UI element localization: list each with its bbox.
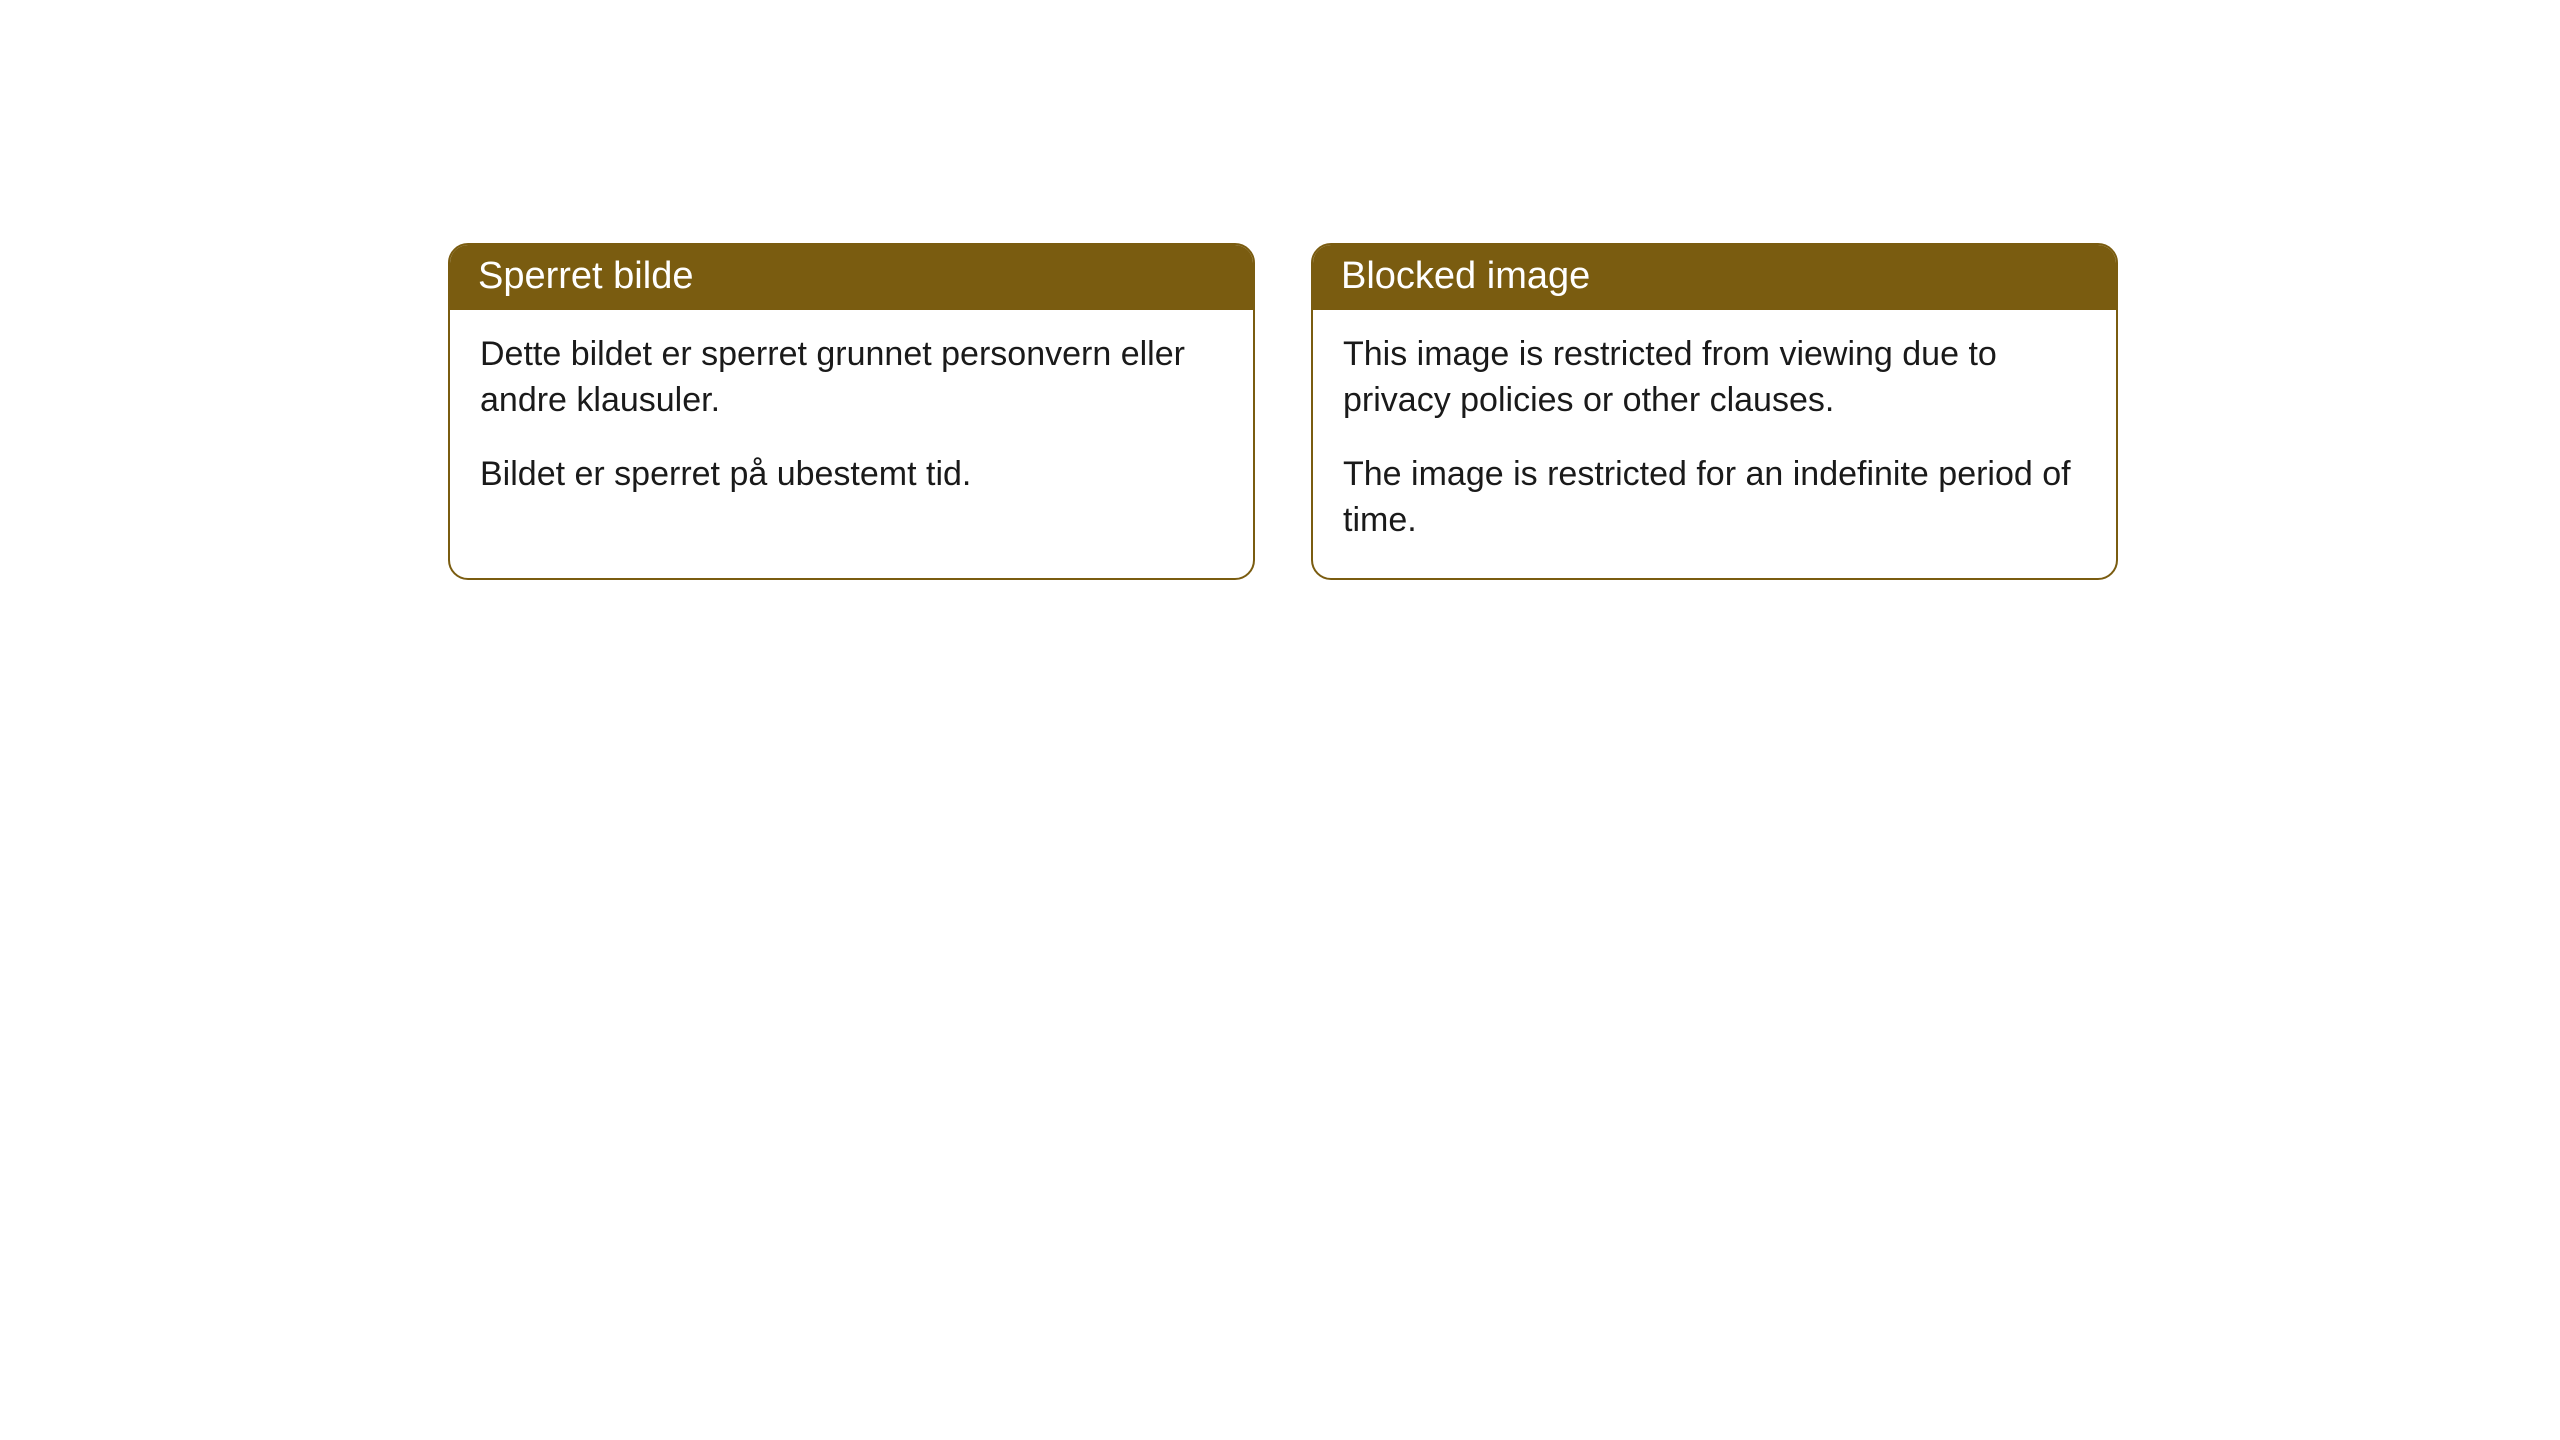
card-para1-en: This image is restricted from viewing du… [1343,332,2086,424]
card-para2-no: Bildet er sperret på ubestemt tid. [480,452,1223,498]
card-para2-en: The image is restricted for an indefinit… [1343,452,2086,544]
card-header-no: Sperret bilde [450,245,1253,310]
card-body-en: This image is restricted from viewing du… [1313,310,2116,578]
card-header-en: Blocked image [1313,245,2116,310]
card-body-no: Dette bildet er sperret grunnet personve… [450,310,1253,532]
blocked-notice-card-no: Sperret bilde Dette bildet er sperret gr… [448,243,1255,580]
blocked-notice-card-en: Blocked image This image is restricted f… [1311,243,2118,580]
card-para1-no: Dette bildet er sperret grunnet personve… [480,332,1223,424]
notice-container: Sperret bilde Dette bildet er sperret gr… [0,0,2560,580]
